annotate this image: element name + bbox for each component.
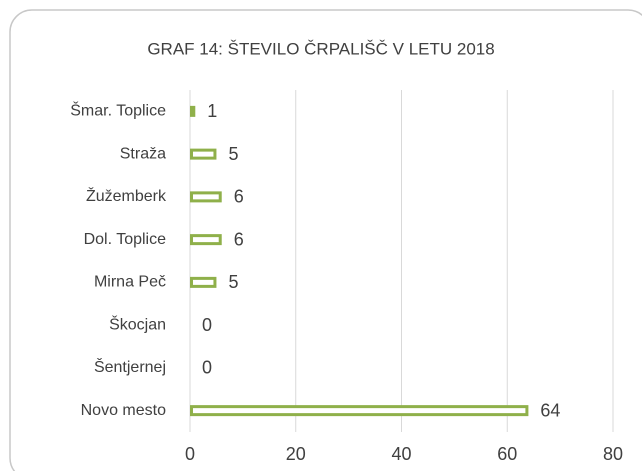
- y-tick-label: Šentjernej: [94, 357, 166, 376]
- bar: [190, 191, 222, 203]
- y-tick-label: Žužemberk: [86, 186, 167, 205]
- bar: [190, 405, 529, 417]
- bar: [190, 105, 196, 117]
- y-tick-label: Mirna Peč: [94, 274, 166, 291]
- data-label: 6: [234, 229, 244, 249]
- data-label: 5: [228, 144, 238, 164]
- card: [9, 9, 642, 471]
- x-tick-label: 80: [603, 444, 623, 464]
- bar: [190, 148, 217, 160]
- x-tick-label: 40: [391, 444, 411, 464]
- chart-title: GRAF 14: ŠTEVILO ČRPALIŠČ V LETU 2018: [147, 39, 494, 58]
- data-label: 0: [202, 315, 212, 335]
- x-tick-label: 20: [286, 444, 306, 464]
- data-label: 1: [207, 101, 217, 121]
- data-label: 64: [540, 400, 560, 420]
- data-label: 6: [234, 187, 244, 207]
- y-tick-label: Škocjan: [109, 314, 166, 333]
- y-tick-label: Novo mesto: [81, 402, 166, 419]
- y-tick-label: Dol. Toplice: [84, 231, 167, 248]
- y-tick-label: Šmar. Toplice: [70, 101, 166, 120]
- bar: [190, 276, 217, 288]
- x-tick-label: 0: [185, 444, 195, 464]
- bar: [190, 234, 222, 246]
- data-label: 0: [202, 358, 212, 378]
- y-tick-label: Straža: [120, 145, 166, 162]
- x-tick-label: 60: [497, 444, 517, 464]
- data-label: 5: [228, 272, 238, 292]
